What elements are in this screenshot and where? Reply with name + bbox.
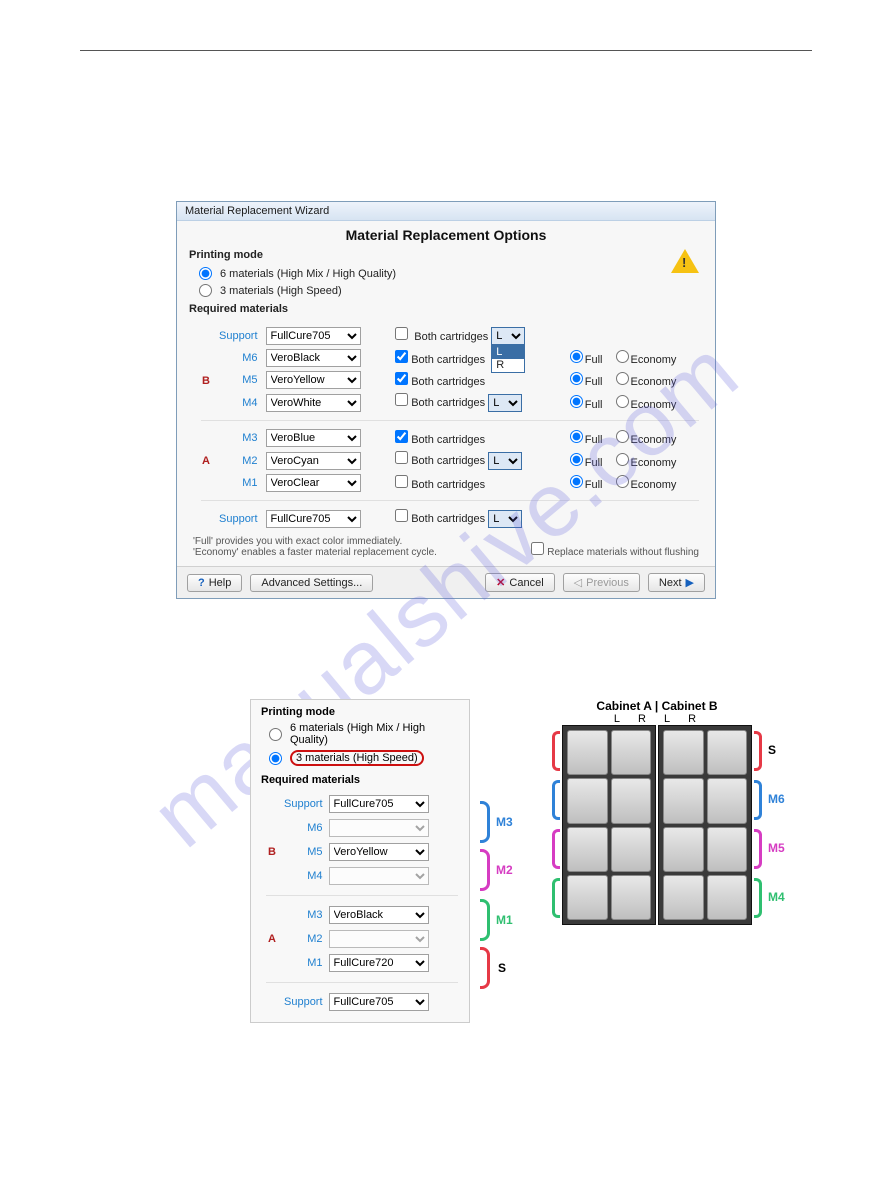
dialog-header: Material Replacement Options xyxy=(177,221,715,245)
help-icon: ? xyxy=(198,577,205,589)
group-b-label: B xyxy=(197,347,215,414)
material-select-m3[interactable]: VeroBlue xyxy=(266,429,361,447)
both-check-m6[interactable] xyxy=(395,350,408,363)
material-select-m1[interactable]: VeroClear xyxy=(266,474,361,492)
material-select-m5[interactable]: VeroYellow xyxy=(266,371,361,389)
cabinet-a xyxy=(562,725,656,925)
previous-icon: ◁ xyxy=(574,576,582,589)
dialog-header-text: Material Replacement Options xyxy=(346,227,547,243)
material-select-m2[interactable]: VeroCyan xyxy=(266,452,361,470)
p2-select-support-top[interactable]: FullCure705 xyxy=(329,795,429,813)
required-materials-label: Required materials xyxy=(177,299,715,319)
mode-economy-m4[interactable] xyxy=(616,395,629,408)
mode-economy-m6[interactable] xyxy=(616,350,629,363)
mode-economy-m2[interactable] xyxy=(616,453,629,466)
panel2-radio-3[interactable]: 3 materials (High Speed) xyxy=(251,748,469,768)
materials-table: Support FullCure705 Both cartridges L L … xyxy=(197,325,703,530)
both-check-support-bottom[interactable] xyxy=(395,509,408,522)
mode-full-m3[interactable] xyxy=(570,430,583,443)
p2-select-m5[interactable]: VeroYellow xyxy=(329,843,429,861)
brace-labels: M3 M2 M1 S xyxy=(480,771,522,1051)
mode-economy-m3[interactable] xyxy=(616,430,629,443)
dialog-titlebar: Material Replacement Wizard xyxy=(177,202,715,221)
mode-economy-m1[interactable] xyxy=(616,475,629,488)
material-select-m4[interactable]: VeroWhite xyxy=(266,394,361,412)
advanced-settings-button[interactable]: Advanced Settings... xyxy=(250,574,373,592)
page-top-divider xyxy=(80,50,812,51)
lr-select-support-top[interactable]: L xyxy=(491,327,525,345)
both-check-m2[interactable] xyxy=(395,451,408,464)
p2-select-m1[interactable]: FullCure720 xyxy=(329,954,429,972)
slot-support-top: Support xyxy=(215,325,262,347)
material-replacement-dialog: Material Replacement Wizard Material Rep… xyxy=(176,201,716,599)
p2-select-support-bottom[interactable]: FullCure705 xyxy=(329,993,429,1011)
both-check-m1[interactable] xyxy=(395,475,408,488)
lr-select-m2[interactable]: L xyxy=(488,452,522,470)
material-select-m6[interactable]: VeroBlack xyxy=(266,349,361,367)
previous-button[interactable]: ◁Previous xyxy=(563,573,640,592)
radio-3-materials-input[interactable] xyxy=(199,284,212,297)
replace-without-flushing[interactable]: Replace materials without flushing xyxy=(531,542,699,558)
cancel-icon: ✕ xyxy=(496,576,505,589)
material-select-support-top[interactable]: FullCure705 xyxy=(266,327,361,345)
p2-select-m4 xyxy=(329,867,429,885)
printing-mode-panel: Printing mode 6 materials (High Mix / Hi… xyxy=(250,699,470,1023)
lr-option-r[interactable]: R xyxy=(492,359,524,372)
printing-mode-label: Printing mode xyxy=(177,245,715,265)
p2-select-m6 xyxy=(329,819,429,837)
mode-economy-m5[interactable] xyxy=(616,372,629,385)
lr-option-l[interactable]: L xyxy=(492,346,524,359)
mode-full-m2[interactable] xyxy=(570,453,583,466)
lr-select-m4[interactable]: L xyxy=(488,394,522,412)
p2-select-m2 xyxy=(329,930,429,948)
both-check-m4[interactable] xyxy=(395,393,408,406)
lr-select-support-bottom[interactable]: L xyxy=(488,510,522,528)
help-button[interactable]: ?Help xyxy=(187,574,242,592)
cabinet-b xyxy=(658,725,752,925)
panel2-radio-6[interactable]: 6 materials (High Mix / High Quality) xyxy=(251,720,469,748)
mode-full-m6[interactable] xyxy=(570,350,583,363)
next-button[interactable]: Next▶ xyxy=(648,573,705,592)
radio-6-materials[interactable]: 6 materials (High Mix / High Quality) xyxy=(177,265,715,282)
footer-notes: 'Full' provides you with exact color imm… xyxy=(177,532,715,566)
cabinet-diagram: Cabinet A | Cabinet B LRLR xyxy=(532,699,782,925)
next-icon: ▶ xyxy=(686,576,694,589)
radio-6-materials-input[interactable] xyxy=(199,267,212,280)
dialog-button-row: ?Help Advanced Settings... ✕Cancel ◁Prev… xyxy=(177,566,715,598)
mode-full-m4[interactable] xyxy=(570,395,583,408)
p2-select-m3[interactable]: VeroBlack xyxy=(329,906,429,924)
warning-icon xyxy=(671,249,699,273)
both-check-m3[interactable] xyxy=(395,430,408,443)
radio-3-materials[interactable]: 3 materials (High Speed) xyxy=(177,282,715,299)
mode-full-m5[interactable] xyxy=(570,372,583,385)
highlighted-option-ring: 3 materials (High Speed) xyxy=(290,750,424,766)
both-check-support-top[interactable] xyxy=(395,327,408,340)
group-a-label: A xyxy=(197,427,215,494)
material-select-support-bottom[interactable]: FullCure705 xyxy=(266,510,361,528)
mode-full-m1[interactable] xyxy=(570,475,583,488)
both-check-m5[interactable] xyxy=(395,372,408,385)
cancel-button[interactable]: ✕Cancel xyxy=(485,573,554,592)
